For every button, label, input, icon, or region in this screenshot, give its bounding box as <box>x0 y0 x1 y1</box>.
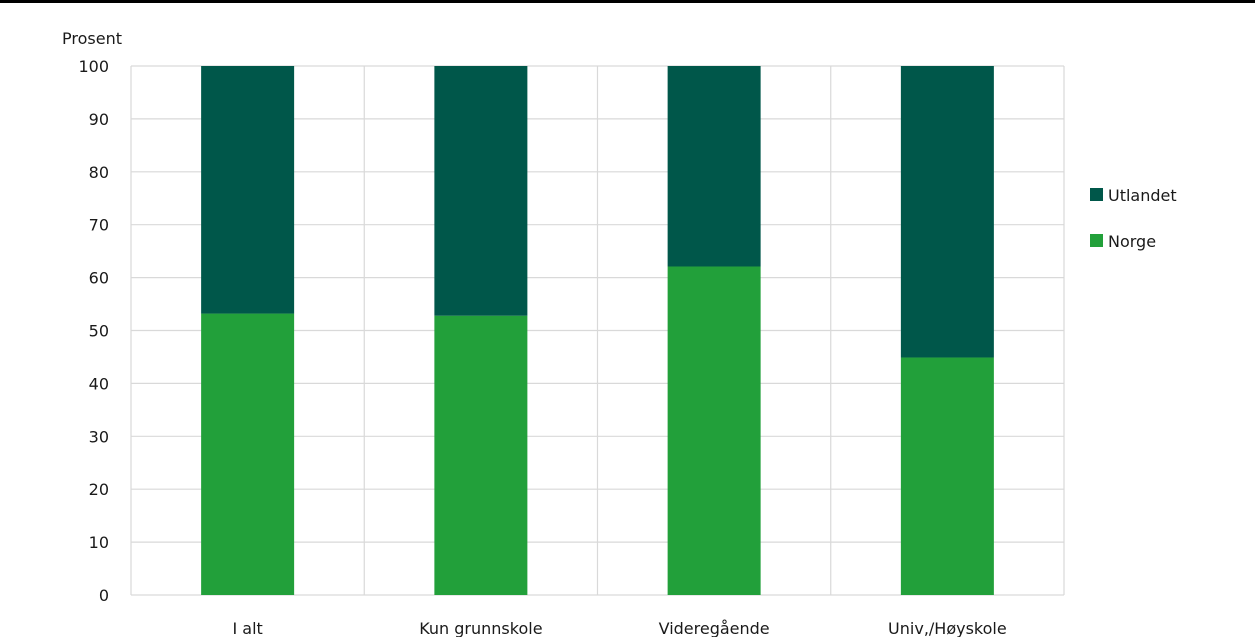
x-tick-label: Videregående <box>659 619 770 637</box>
x-tick-label: I alt <box>232 619 262 637</box>
legend: Utlandet Norge <box>1090 186 1177 251</box>
bar-utlandet-3 <box>900 66 994 358</box>
y-tick-label: 20 <box>89 480 109 499</box>
y-tick-labels: 0 10 20 30 40 50 60 70 80 90 100 <box>78 57 109 605</box>
y-tick-label: 10 <box>89 533 109 552</box>
x-tick-label: Univ,/Høyskole <box>888 619 1007 637</box>
bar-norge-2 <box>667 266 761 595</box>
bar-utlandet-1 <box>434 66 528 316</box>
y-tick-label: 50 <box>89 322 109 341</box>
top-rule <box>0 0 1255 3</box>
legend-label-utlandet: Utlandet <box>1108 186 1177 205</box>
y-tick-label: 0 <box>99 586 109 605</box>
x-tick-labels: I alt Kun grunnskole Videregående Univ,/Høy… <box>232 619 1006 637</box>
bar-norge-1 <box>434 315 528 595</box>
y-tick-label: 100 <box>78 57 109 76</box>
bar-utlandet-0 <box>201 66 295 314</box>
bar-norge-0 <box>201 313 295 595</box>
y-axis-title: Prosent <box>62 29 122 48</box>
bar-utlandet-2 <box>667 66 761 267</box>
bar-norge-3 <box>900 357 994 595</box>
legend-swatch-utlandet <box>1090 188 1103 201</box>
y-tick-label: 80 <box>89 163 109 182</box>
legend-swatch-norge <box>1090 234 1103 247</box>
x-tick-label: Kun grunnskole <box>419 619 542 637</box>
legend-label-norge: Norge <box>1108 232 1156 251</box>
y-tick-label: 30 <box>89 427 109 446</box>
y-tick-label: 40 <box>89 374 109 393</box>
y-tick-label: 90 <box>89 110 109 129</box>
bars <box>201 66 994 595</box>
y-tick-label: 60 <box>89 269 109 288</box>
y-tick-label: 70 <box>89 216 109 235</box>
